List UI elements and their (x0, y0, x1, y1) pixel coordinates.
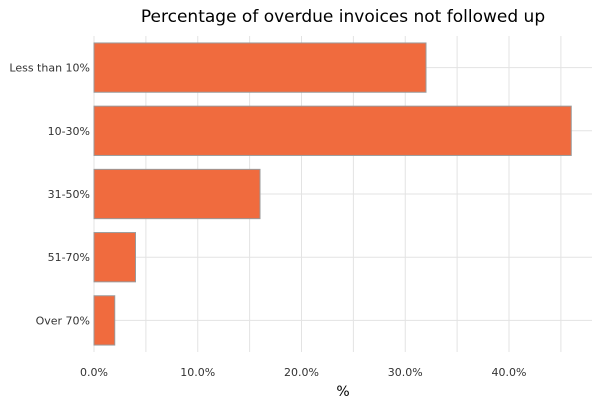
bar-0 (93, 42, 427, 93)
y-tick-label: Less than 10% (9, 62, 90, 75)
bar-2 (93, 168, 261, 220)
x-tick-labels: 0.0% 10.0% 20.0% 30.0% 40.0% (80, 366, 526, 379)
y-tick-label: 31-50% (48, 188, 90, 201)
y-tick-label: Over 70% (36, 314, 90, 327)
bars (93, 42, 572, 346)
x-tick-label: 10.0% (180, 366, 215, 379)
x-tick-label: 30.0% (388, 366, 423, 379)
y-tick-labels: Less than 10% 10-30% 31-50% 51-70% Over 70% (9, 62, 90, 328)
x-tick-label: 0.0% (80, 366, 108, 379)
bar-3 (93, 232, 136, 283)
x-axis-label: % (336, 384, 349, 400)
y-tick-label: 51-70% (48, 251, 90, 264)
chart-title: Percentage of overdue invoices not follo… (141, 7, 545, 27)
x-tick-label: 20.0% (284, 366, 319, 379)
x-tick-label: 40.0% (492, 366, 527, 379)
y-tick-label: 10-30% (48, 125, 90, 138)
bar-4 (93, 295, 116, 346)
bar-1 (93, 105, 572, 156)
